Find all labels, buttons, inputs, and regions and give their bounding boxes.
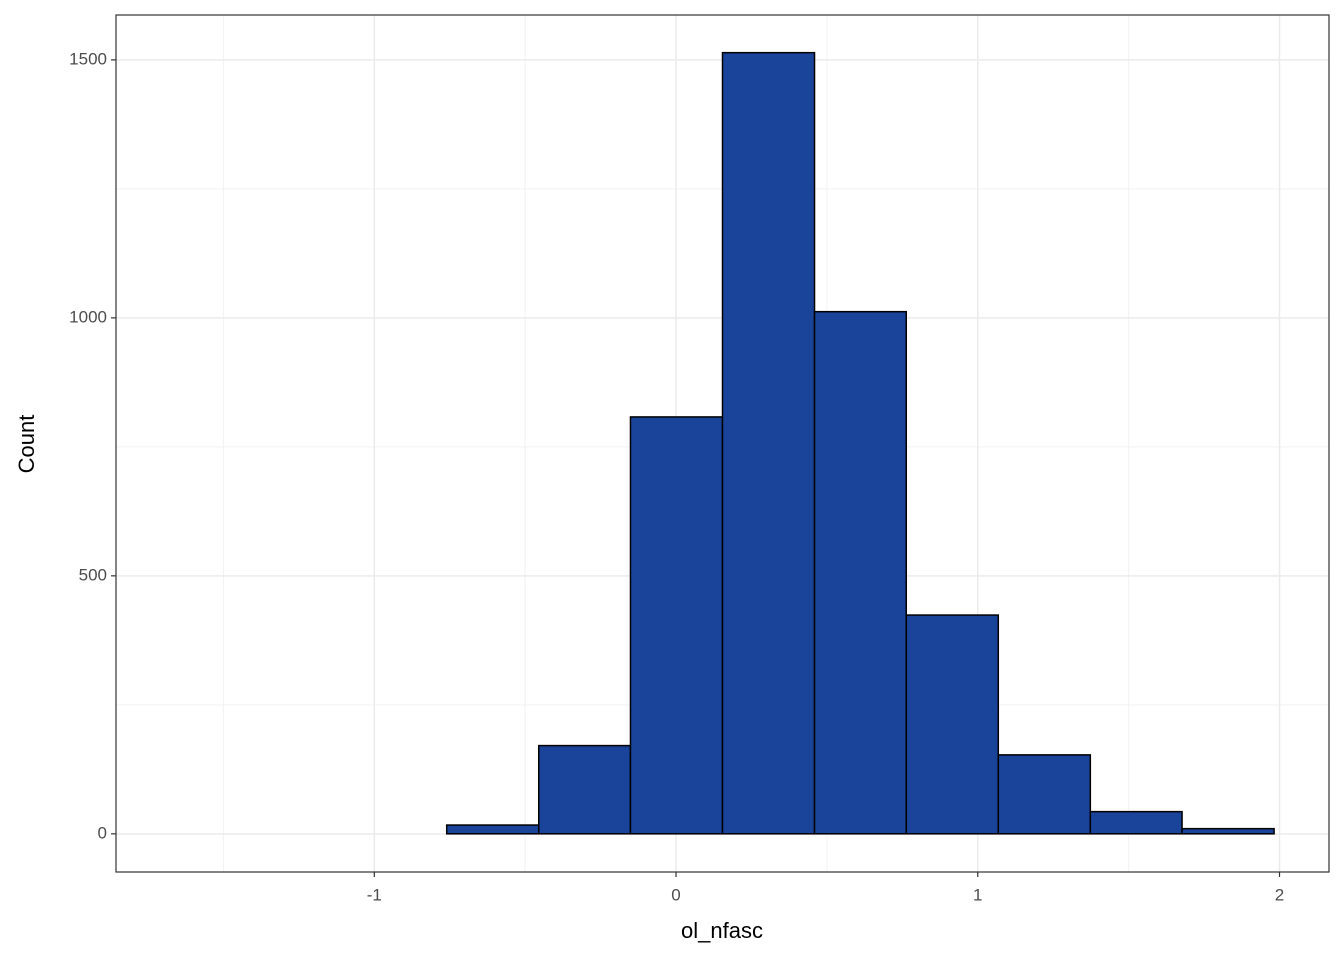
bar [721, 51, 816, 835]
bar [813, 310, 908, 835]
bar [629, 416, 724, 835]
bar [1089, 810, 1183, 835]
x-tick-label: 0 [671, 885, 680, 904]
x-axis-title: ol_nfasc [681, 918, 763, 943]
bar [997, 754, 1092, 835]
bar [1181, 827, 1275, 835]
y-tick-label: 1000 [69, 307, 107, 326]
y-tick-label: 1500 [69, 49, 107, 68]
bar [905, 614, 1000, 835]
panel-border [115, 14, 1330, 873]
y-tick-label: 500 [79, 565, 107, 584]
x-tick-label: 1 [973, 885, 982, 904]
x-tick-label: 2 [1275, 885, 1284, 904]
y-tick-label: 0 [98, 823, 107, 842]
bar [445, 824, 540, 835]
x-tick-label: -1 [367, 885, 382, 904]
bar [537, 744, 632, 835]
y-axis-title: Count [14, 415, 39, 474]
